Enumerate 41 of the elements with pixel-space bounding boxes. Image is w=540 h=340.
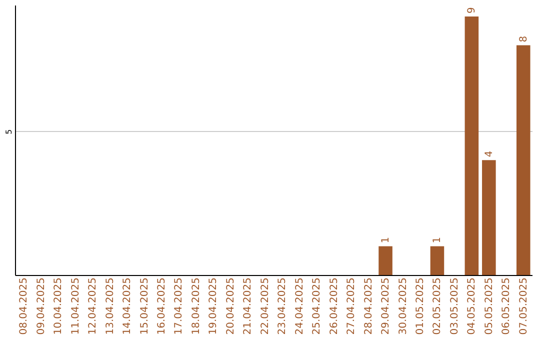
x-tick-label: 17.04.2025 <box>174 278 185 335</box>
x-tick-label: 04.05.2025 <box>466 278 478 335</box>
x-tick-label: 19.04.2025 <box>208 278 220 335</box>
data-label: 1 <box>380 236 392 244</box>
x-tick-label: 02.05.2025 <box>432 278 444 335</box>
x-tick-label: 25.04.2025 <box>312 278 323 335</box>
bar <box>516 45 530 275</box>
x-tick-label: 11.04.2025 <box>70 278 82 335</box>
x-tick-label: 05.05.2025 <box>484 278 495 335</box>
x-tick-label: 15.04.2025 <box>139 278 150 335</box>
x-tick-label: 13.04.2025 <box>104 278 116 335</box>
x-tick-label: 21.04.2025 <box>242 278 254 335</box>
x-tick-label: 23.04.2025 <box>277 278 288 335</box>
x-tick-label: 06.05.2025 <box>501 278 512 335</box>
x-tick-label: 09.04.2025 <box>36 278 47 335</box>
x-tick-label: 24.04.2025 <box>294 278 306 335</box>
x-tick-label: 26.04.2025 <box>328 278 340 335</box>
bar <box>482 160 496 275</box>
x-tick-label: 22.04.2025 <box>260 278 271 335</box>
x-tick-label: 08.04.2025 <box>18 278 30 335</box>
x-tick-label: 12.04.2025 <box>88 278 99 335</box>
x-tick-label: 27.04.2025 <box>346 278 358 335</box>
data-label: 9 <box>466 7 478 14</box>
x-tick-label: 29.04.2025 <box>380 278 392 335</box>
x-tick-label: 01.05.2025 <box>414 278 426 335</box>
y-tick-label: 5 <box>4 129 14 134</box>
x-tick-label: 30.04.2025 <box>398 278 409 335</box>
x-tick-label: 03.05.2025 <box>449 278 460 335</box>
x-tick-label: 07.05.2025 <box>518 278 530 335</box>
bar <box>464 16 479 275</box>
x-tick-label: 14.04.2025 <box>122 278 134 335</box>
x-tick-label: 18.04.2025 <box>190 278 202 335</box>
data-label: 8 <box>518 36 530 42</box>
x-tick-label: 10.04.2025 <box>53 278 64 335</box>
data-label: 1 <box>432 236 444 244</box>
bar <box>430 246 444 275</box>
x-tick-label: 16.04.2025 <box>156 278 168 335</box>
x-tick-label: 28.04.2025 <box>363 278 374 335</box>
bar <box>378 246 392 275</box>
x-tick-label: 20.04.2025 <box>225 278 236 335</box>
data-label: 4 <box>484 150 495 158</box>
